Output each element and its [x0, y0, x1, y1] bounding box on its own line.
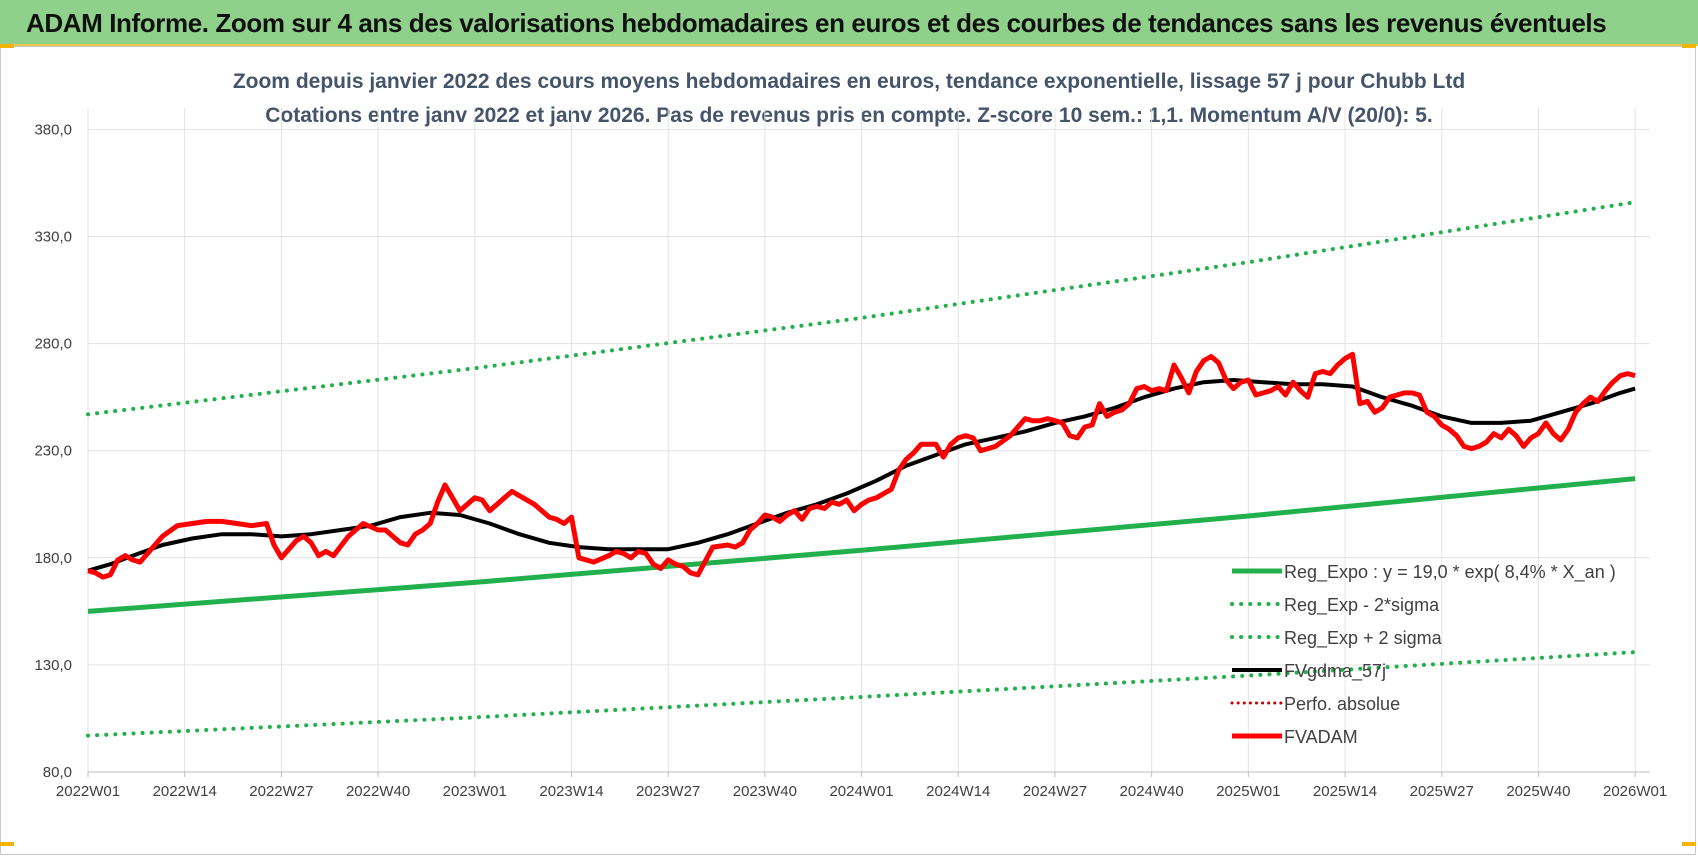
legend-label: Reg_Exp - 2*sigma	[1284, 595, 1440, 616]
page-title: ADAM Informe. Zoom sur 4 ans des valoris…	[26, 8, 1607, 38]
x-tick-label: 2024W40	[1120, 783, 1184, 800]
y-tick-label: 180,0	[34, 550, 72, 567]
x-tick-label: 2023W14	[539, 783, 603, 800]
y-tick-label: 330,0	[34, 229, 72, 246]
chart-subtitle: Cotations entre janv 2022 et janv 2026. …	[265, 104, 1433, 127]
y-tick-label: 230,0	[34, 443, 72, 460]
x-tick-label: 2023W01	[443, 783, 507, 800]
y-tick-label: 130,0	[34, 657, 72, 674]
legend-label: Perfo. absolue	[1284, 694, 1400, 714]
legend-label: FVADAM	[1284, 727, 1358, 747]
x-tick-label: 2022W14	[153, 783, 217, 800]
x-tick-label: 2024W14	[926, 783, 990, 800]
x-tick-label: 2023W40	[733, 783, 797, 800]
legend-label: Reg_Exp + 2 sigma	[1284, 628, 1443, 649]
corner-marker-bottom-right	[1682, 842, 1696, 846]
series-reg-minus-2sigma	[86, 650, 1638, 738]
y-tick-label: 280,0	[34, 336, 72, 353]
header-banner: ADAM Informe. Zoom sur 4 ans des valoris…	[0, 0, 1698, 46]
chart-frame	[0, 46, 1696, 855]
x-tick-label: 2025W40	[1506, 783, 1570, 800]
x-tick-label: 2026W01	[1603, 783, 1667, 800]
corner-marker-left	[0, 44, 14, 48]
x-tick-label: 2024W27	[1023, 783, 1087, 800]
x-tick-label: 2025W14	[1313, 783, 1377, 800]
chart-title: Zoom depuis janvier 2022 des cours moyen…	[232, 70, 1466, 93]
y-tick-label: 380,0	[34, 121, 72, 138]
corner-marker-right	[1682, 44, 1696, 48]
legend-label: Reg_Expo : y = 19,0 * exp( 8,4% * X_an )	[1284, 562, 1616, 583]
y-tick-label: 80,0	[43, 764, 72, 781]
series-fvadam	[87, 351, 1636, 580]
x-tick-label: 2022W01	[56, 783, 120, 800]
x-tick-label: 2022W27	[249, 783, 313, 800]
corner-marker-bottom-left	[0, 842, 14, 846]
x-tick-label: 2025W27	[1410, 783, 1474, 800]
x-tick-label: 2024W01	[829, 783, 893, 800]
series-reg-expo	[87, 476, 1636, 614]
legend-label: FVgdma_57j	[1284, 661, 1386, 682]
x-tick-label: 2023W27	[636, 783, 700, 800]
x-tick-label: 2025W01	[1216, 783, 1280, 800]
x-tick-label: 2022W40	[346, 783, 410, 800]
series-reg-plus-2sigma	[86, 200, 1638, 417]
